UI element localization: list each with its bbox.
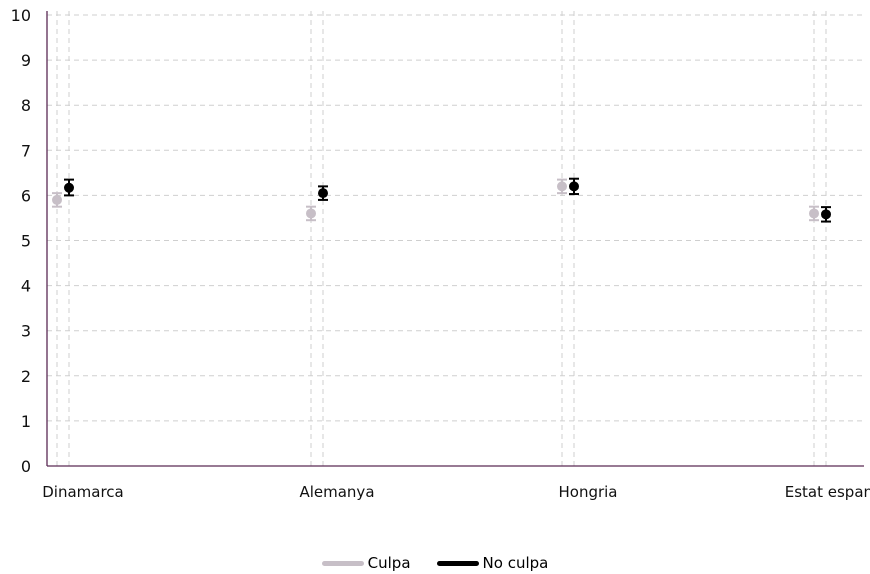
y-tick-label-5: 5 xyxy=(21,232,31,251)
y-tick-label-2: 2 xyxy=(21,367,31,386)
data-point-1-0 xyxy=(64,182,74,193)
y-tick-label-8: 8 xyxy=(21,96,31,115)
x-tick-label-0: Dinamarca xyxy=(42,483,124,501)
y-tick-label-4: 4 xyxy=(21,277,31,296)
data-point-1-1 xyxy=(318,188,328,199)
legend-swatch-culpa xyxy=(321,560,364,566)
data-point-1-2 xyxy=(569,181,579,192)
data-point-1-3 xyxy=(821,209,831,220)
legend-item-culpa: Culpa xyxy=(321,554,411,572)
y-tick-label-1: 1 xyxy=(21,412,31,431)
x-tick-label-3: Estat espanyol xyxy=(785,483,870,501)
legend-swatch-no-culpa xyxy=(436,560,479,566)
y-tick-label-0: 0 xyxy=(21,457,31,476)
y-tick-label-7: 7 xyxy=(21,141,31,160)
data-point-0-3 xyxy=(809,208,819,219)
legend-label-culpa: Culpa xyxy=(367,554,411,572)
legend-label-no-culpa: No culpa xyxy=(482,554,549,572)
y-tick-label-6: 6 xyxy=(21,186,31,205)
y-tick-label-9: 9 xyxy=(21,51,31,70)
x-tick-label-2: Hongria xyxy=(558,483,617,501)
data-point-0-0 xyxy=(52,194,62,205)
data-point-0-2 xyxy=(557,181,567,192)
y-tick-label-3: 3 xyxy=(21,322,31,341)
legend-item-no-culpa: No culpa xyxy=(436,554,549,572)
x-tick-label-1: Alemanya xyxy=(299,483,374,501)
legend: Culpa No culpa xyxy=(0,552,870,574)
y-tick-label-10: 10 xyxy=(11,6,31,25)
data-point-0-1 xyxy=(306,208,316,219)
